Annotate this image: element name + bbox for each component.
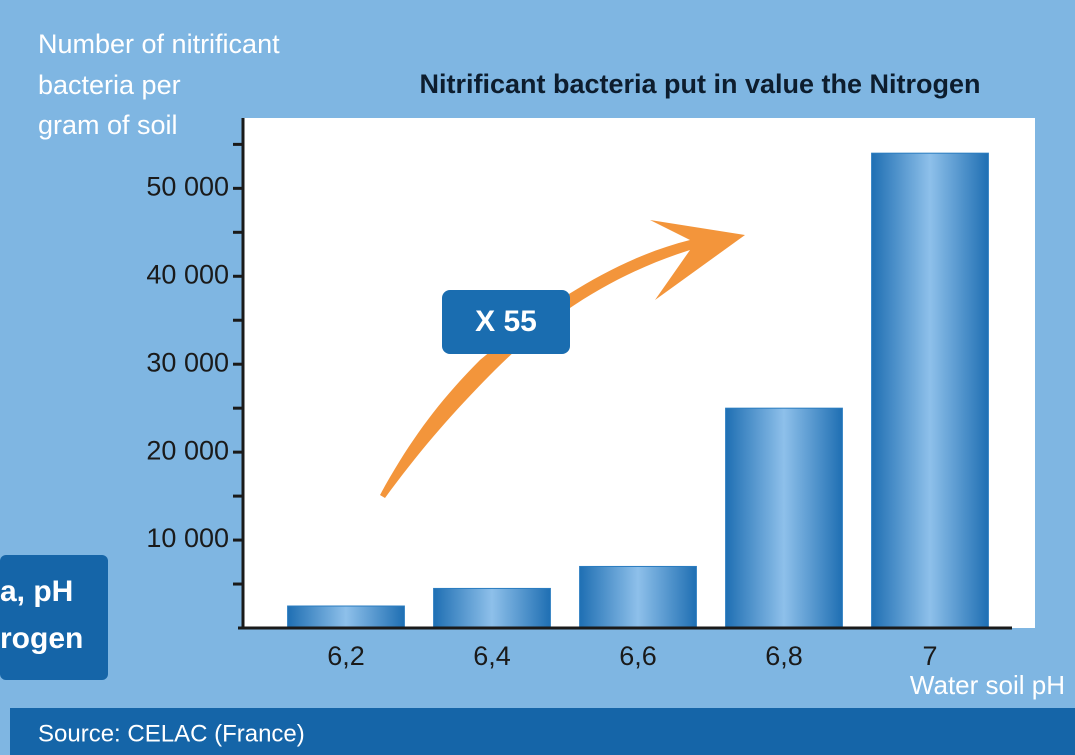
bar <box>287 605 405 629</box>
y-axis-label: Number of nitrificant <box>38 29 280 59</box>
side-box <box>0 555 108 680</box>
bar <box>579 565 697 629</box>
annotation-box <box>442 290 570 354</box>
x-tick-label: 6,6 <box>619 641 657 671</box>
x-axis-label: Water soil pH <box>910 670 1065 700</box>
x-tick-label: 6,8 <box>765 641 803 671</box>
y-axis-label: gram of soil <box>38 110 178 140</box>
x-tick-label: 6,2 <box>327 641 365 671</box>
y-axis-label: bacteria per <box>38 70 181 100</box>
x-tick-label: 6,4 <box>473 641 511 671</box>
arrow <box>380 220 745 498</box>
annotation: X 55 <box>475 305 537 338</box>
y-tick-label: 50 000 <box>146 171 229 201</box>
y-tick-label: 10 000 <box>146 523 229 553</box>
side-label: rogen <box>0 622 83 655</box>
chart-title: Nitrificant bacteria put in value the Ni… <box>419 69 980 99</box>
y-tick-label: 20 000 <box>146 435 229 465</box>
x-tick-label: 7 <box>922 641 937 671</box>
bar <box>871 152 989 629</box>
bar <box>725 407 843 629</box>
y-tick-label: 40 000 <box>146 259 229 289</box>
bar <box>433 587 551 629</box>
source: Source: CELAC (France) <box>38 720 305 747</box>
y-tick-label: 30 000 <box>146 347 229 377</box>
source-bar <box>10 708 1075 755</box>
side-label: a, pH <box>0 575 73 608</box>
